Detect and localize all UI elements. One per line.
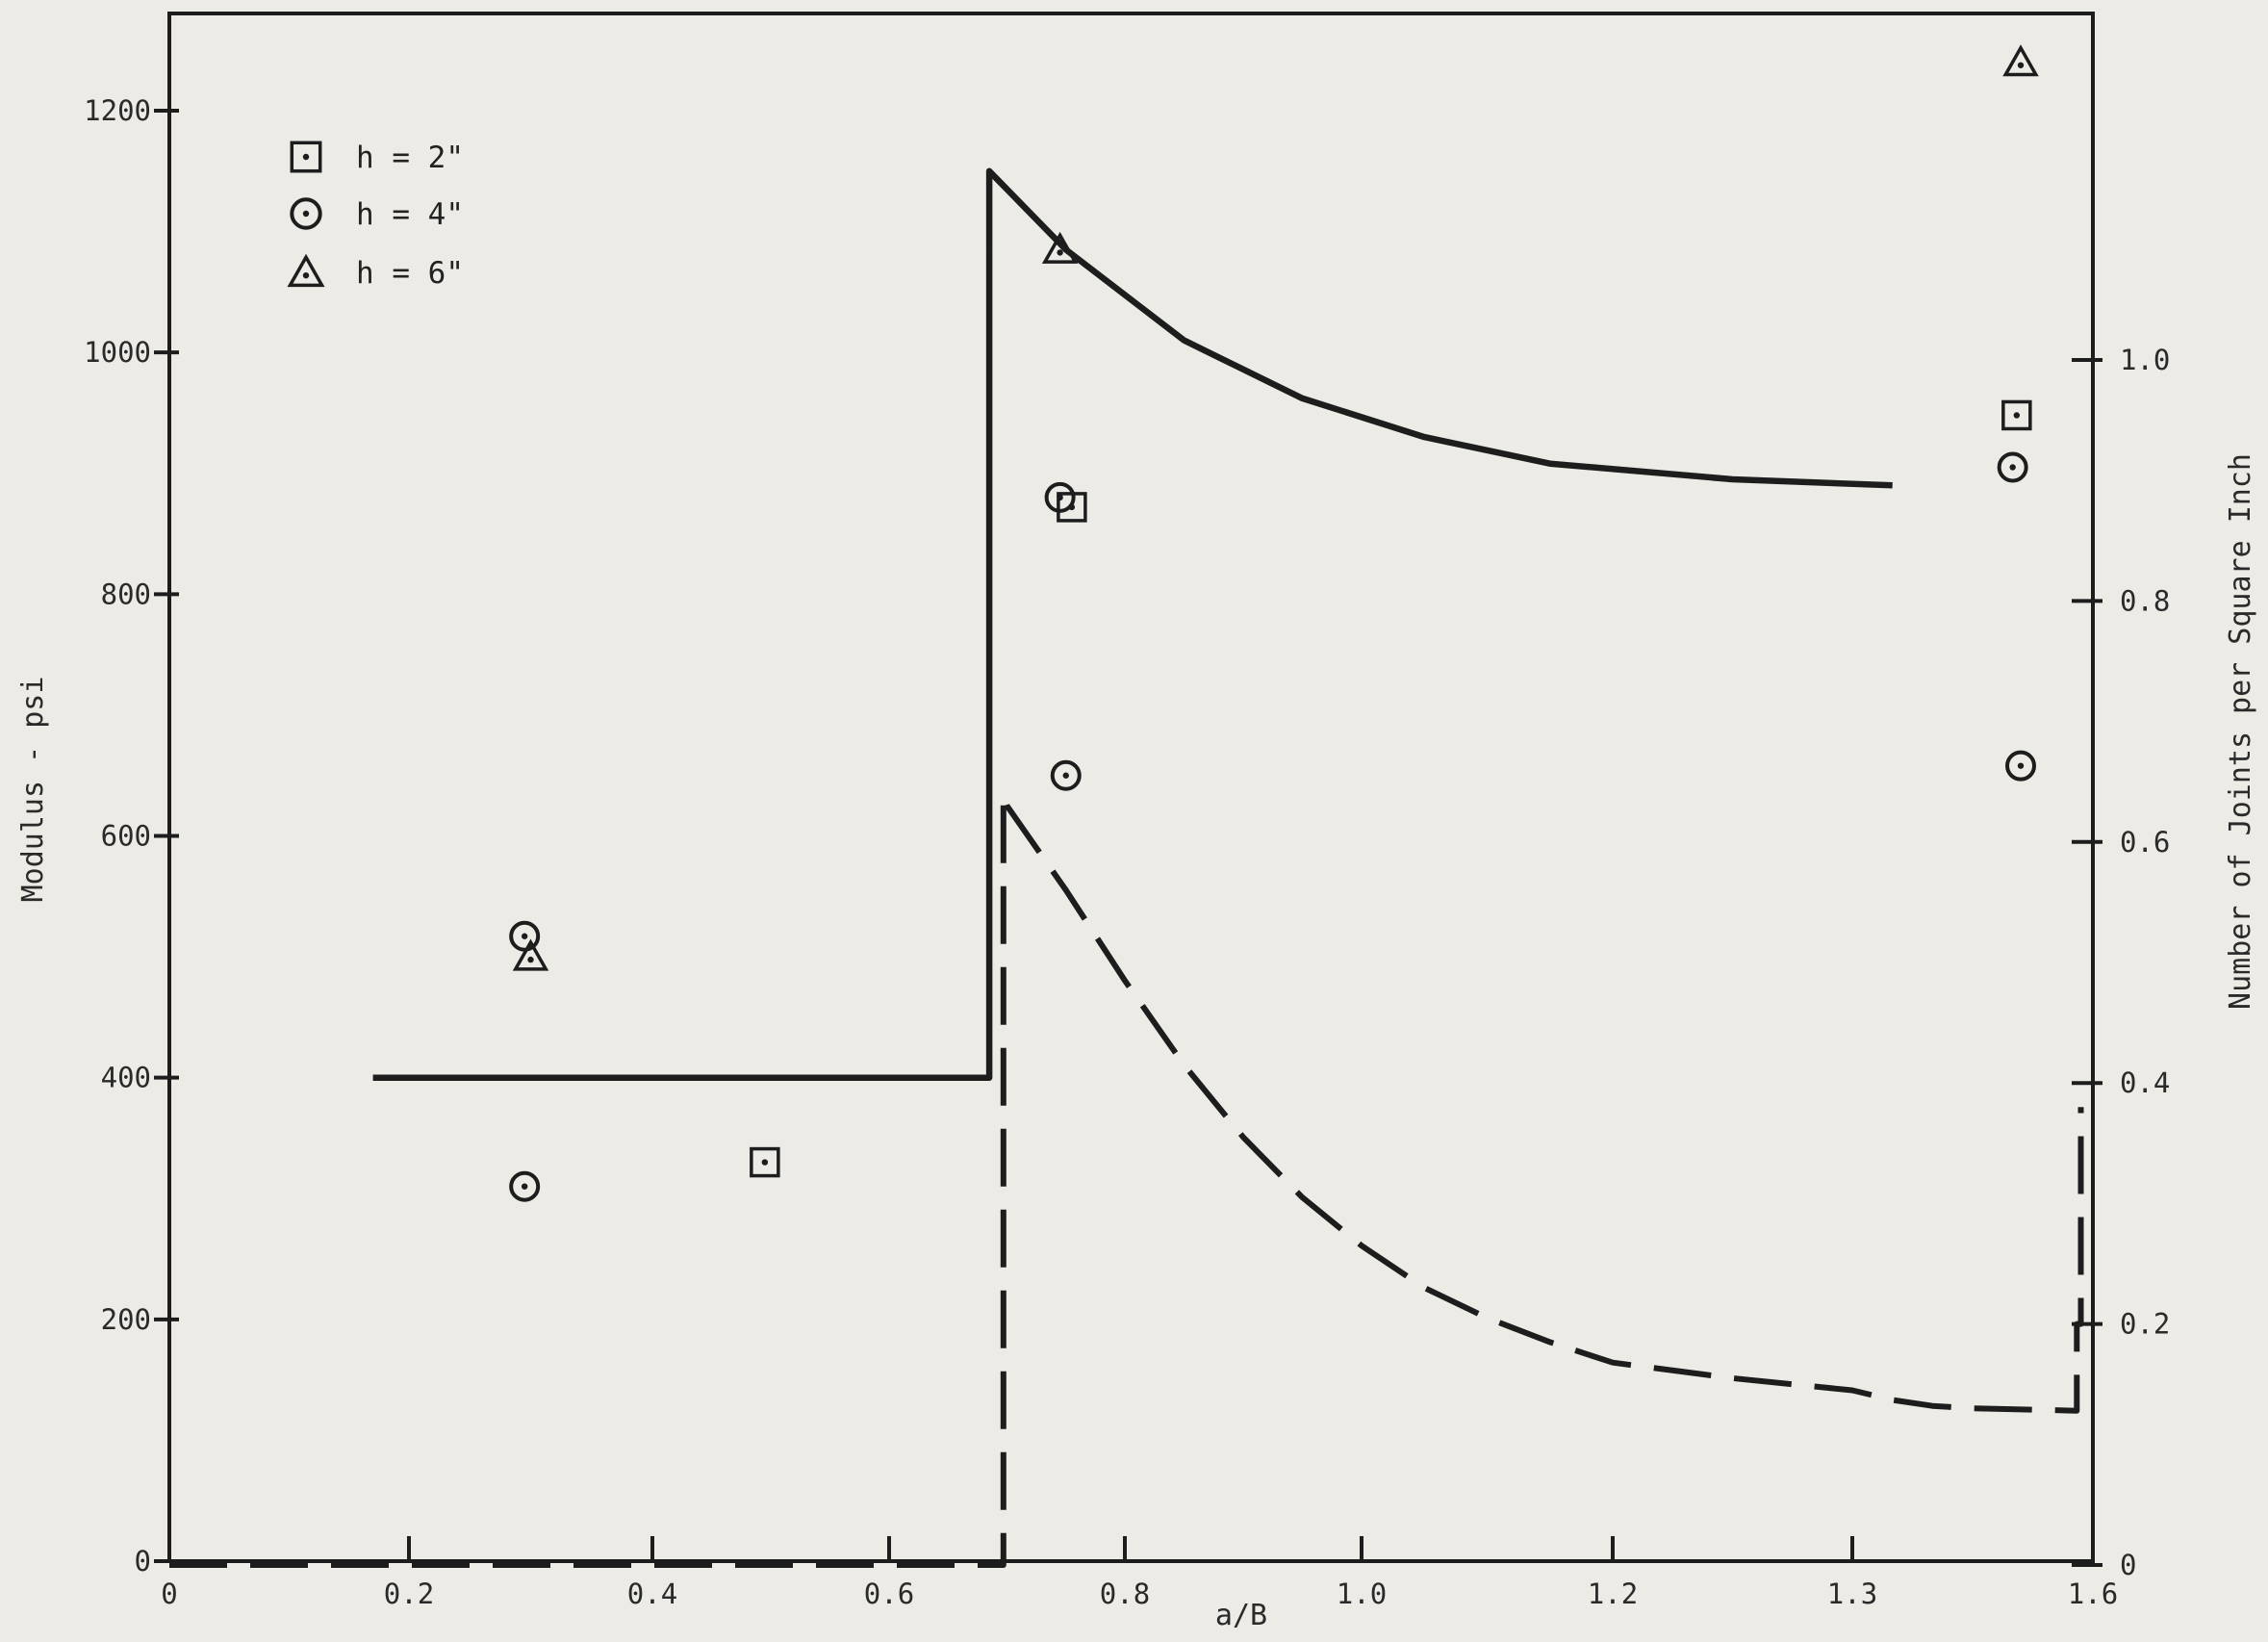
y-left-tick-label: 1200 xyxy=(84,94,151,127)
circle-marker xyxy=(1050,759,1082,791)
y-left-tick-label: 1000 xyxy=(84,336,151,369)
triangle-marker xyxy=(2002,44,2039,77)
x-tick-label: 0 xyxy=(161,1578,177,1610)
y-right-tick-label: 0.6 xyxy=(2120,826,2170,859)
x-tick-label: 1.3 xyxy=(1827,1578,1877,1610)
y-right-tick-label: 0.8 xyxy=(2120,584,2170,617)
x-tick-label: 1.6 xyxy=(2068,1578,2118,1610)
triangle-marker xyxy=(512,938,549,971)
x-tick-label: 0.2 xyxy=(384,1578,434,1610)
y-right-tick-label: 0.4 xyxy=(2120,1066,2170,1099)
legend-triangle-marker xyxy=(287,253,325,288)
legend-label: h = 2" xyxy=(356,141,464,175)
y-left-tick-label: 200 xyxy=(101,1303,151,1336)
plot-frame xyxy=(167,12,2095,1563)
square-marker xyxy=(750,1146,780,1178)
y-left-tick-label: 600 xyxy=(101,820,151,853)
x-axis-title: a/B xyxy=(1215,1599,1267,1632)
legend-square-marker xyxy=(290,141,322,173)
triangle-marker xyxy=(1041,231,1079,264)
y-left-axis-title: Modulus - psi xyxy=(16,677,50,903)
y-right-axis-title: Number of Joints per Square Inch xyxy=(2224,453,2257,1010)
solid-series-line xyxy=(372,167,1893,1081)
y-right-tick-label: 0.2 xyxy=(2120,1308,2170,1341)
legend-label: h = 4" xyxy=(356,197,464,232)
circle-marker xyxy=(1044,481,1076,513)
x-tick-label: 0.8 xyxy=(1100,1578,1150,1610)
y-left-tick-label: 0 xyxy=(135,1545,151,1578)
y-left-tick-label: 800 xyxy=(101,577,151,610)
x-tick-label: 0.4 xyxy=(627,1578,677,1610)
circle-marker xyxy=(1997,451,2028,483)
legend-circle-marker xyxy=(290,197,322,230)
legend-label: h = 6" xyxy=(356,256,464,291)
x-tick-label: 1.2 xyxy=(1588,1578,1638,1610)
circle-marker xyxy=(509,1170,541,1202)
y-right-tick-label: 1.0 xyxy=(2120,344,2170,376)
y-left-tick-label: 400 xyxy=(101,1062,151,1094)
square-marker xyxy=(2001,399,2032,431)
y-right-tick-label: 0 xyxy=(2120,1549,2136,1581)
dashed-series-line xyxy=(169,790,2084,1568)
circle-marker xyxy=(2005,750,2036,782)
x-tick-label: 1.0 xyxy=(1337,1578,1387,1610)
x-tick-label: 0.6 xyxy=(864,1578,914,1610)
